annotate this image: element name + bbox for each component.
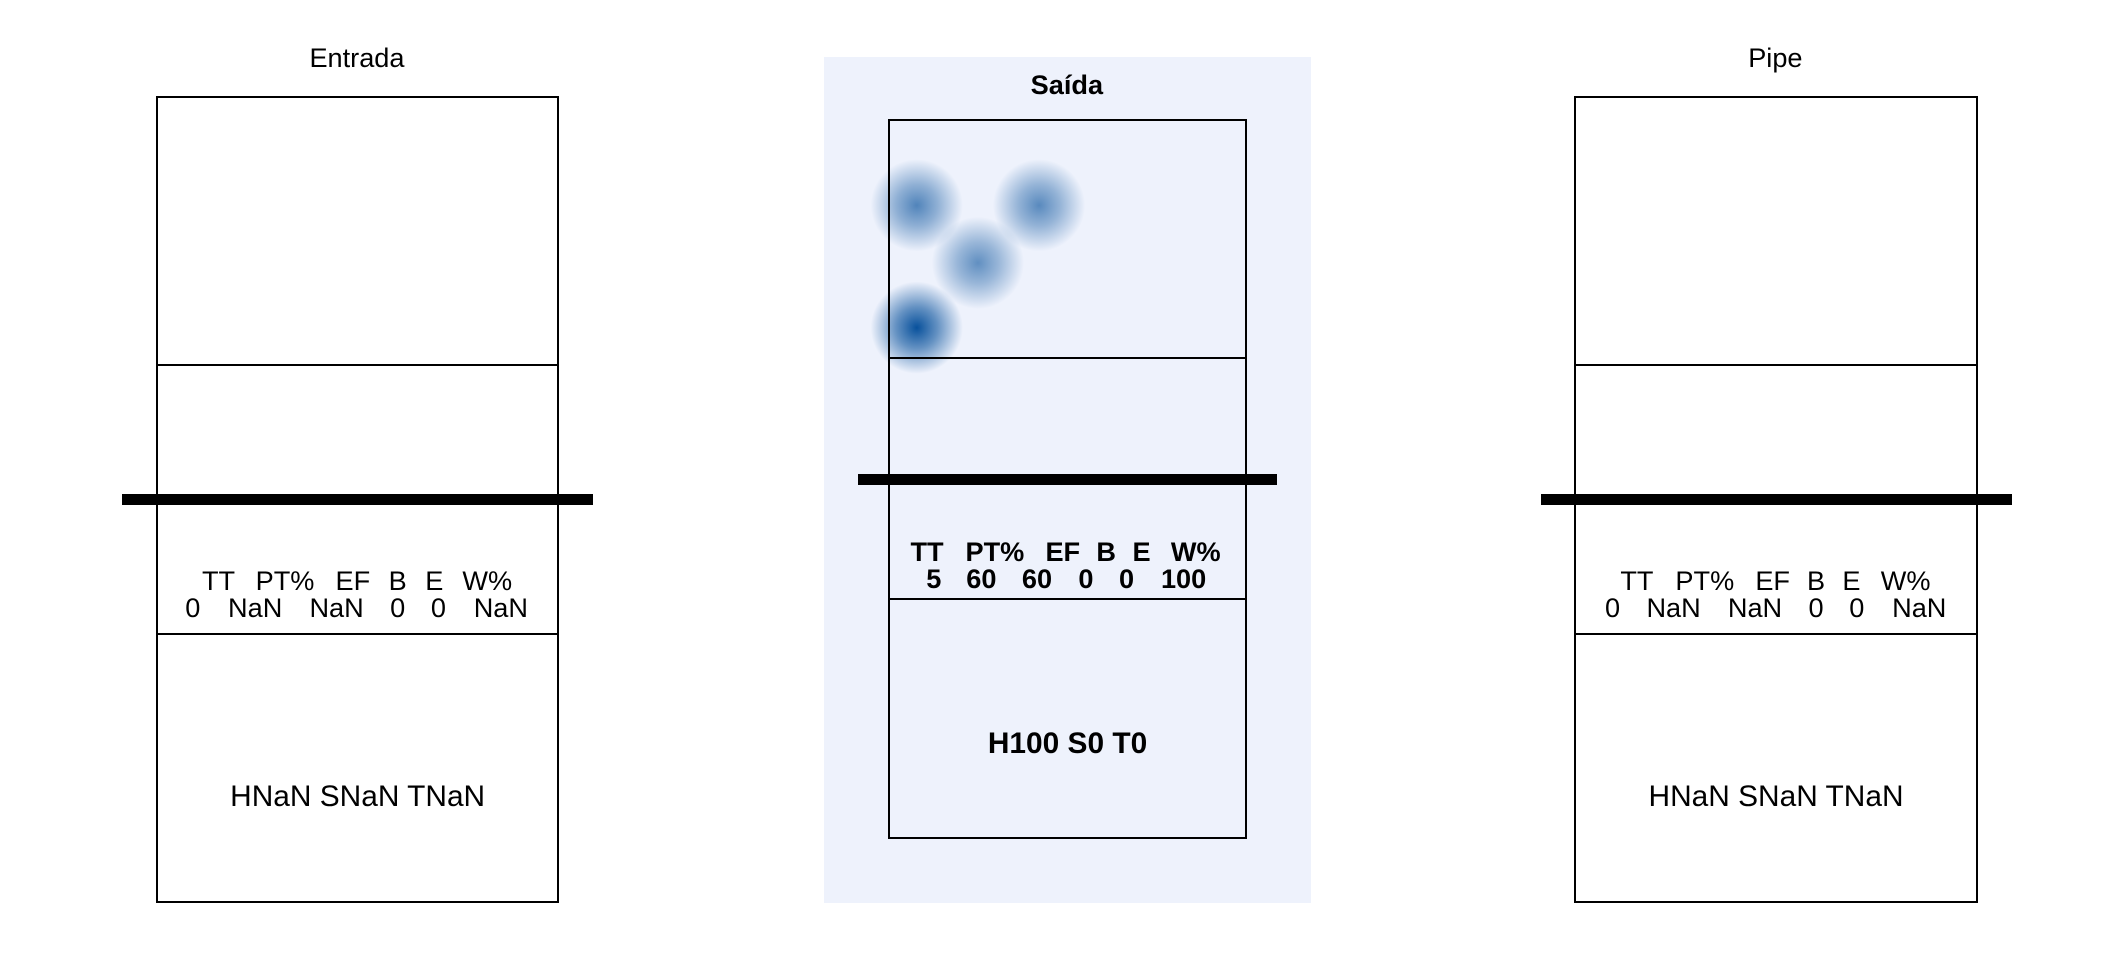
stat-value-ef: 60: [1021, 563, 1053, 595]
panel-title-saida: Saída: [1030, 69, 1104, 101]
stat-value-tt: 0: [1604, 591, 1621, 623]
net-entrada: [122, 494, 594, 505]
stat-header-b: B: [1807, 564, 1826, 596]
stat-header-wpct: W%: [1170, 536, 1221, 568]
stat-value-e: 0: [1119, 563, 1135, 595]
stat-header-wpct: W%: [462, 564, 513, 596]
stat-value-tt: 5: [926, 563, 942, 595]
summary-saida: H100 S0 T0: [987, 727, 1148, 761]
stat-value-wpct: 100: [1160, 563, 1207, 595]
panel-title-pipe: Pipe: [1748, 42, 1803, 74]
heat-spot-4: [870, 281, 963, 375]
heatmap-saida: [870, 159, 1085, 375]
summary-entrada: HNaN SNaN TNaN: [230, 780, 486, 814]
heat-spot-2: [992, 159, 1085, 252]
stat-header-ptpct: PT%: [1675, 564, 1735, 596]
stat-value-b: 0: [1078, 563, 1094, 595]
stat-header-tt: TT: [1620, 564, 1654, 596]
stat-header-tt: TT: [910, 536, 944, 568]
heat-spot-1: [870, 159, 963, 252]
stat-header-e: E: [425, 564, 444, 596]
stat-value-wpct: NaN: [1892, 591, 1947, 623]
net-saida: [857, 473, 1278, 485]
stat-header-tt: TT: [201, 564, 236, 596]
attack-line-entrada: [156, 364, 560, 367]
stat-header-ef: EF: [1755, 564, 1790, 596]
stat-header-e: E: [1842, 564, 1861, 596]
stat-header-b: B: [1096, 536, 1117, 568]
stat-value-b: 0: [1808, 591, 1824, 623]
stat-header-wpct: W%: [1880, 564, 1931, 596]
stat-value-ef: NaN: [309, 591, 364, 623]
stat-header-ptpct: PT%: [255, 564, 315, 596]
stat-header-ef: EF: [335, 564, 371, 596]
stat-value-ptpct: NaN: [228, 591, 283, 623]
center-line-entrada: [156, 632, 560, 635]
stat-value-ef: NaN: [1727, 591, 1783, 623]
stat-value-e: 0: [430, 591, 446, 623]
stat-header-e: E: [1132, 536, 1151, 568]
attack-line-saida: [887, 357, 1248, 360]
summary-pipe: HNaN SNaN TNaN: [1648, 780, 1904, 814]
stat-value-e: 0: [1849, 591, 1865, 623]
stat-value-b: 0: [390, 591, 406, 623]
net-pipe: [1540, 494, 2012, 505]
stat-value-wpct: NaN: [473, 591, 528, 623]
stat-header-ef: EF: [1045, 536, 1081, 568]
attack-line-pipe: [1574, 364, 1978, 367]
stat-value-tt: 0: [185, 591, 201, 623]
center-line-pipe: [1574, 632, 1978, 635]
center-line-saida: [887, 597, 1248, 600]
heat-spot-3: [931, 217, 1024, 310]
stat-value-ptpct: 60: [966, 563, 997, 595]
stat-header-b: B: [388, 564, 407, 596]
stat-value-ptpct: NaN: [1646, 591, 1701, 623]
panel-title-entrada: Entrada: [309, 42, 405, 74]
stat-header-ptpct: PT%: [965, 536, 1025, 568]
